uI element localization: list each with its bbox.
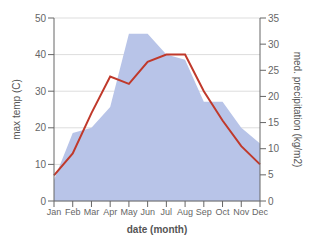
svg-text:0: 0 — [40, 196, 46, 207]
svg-text:Apr: Apr — [103, 207, 117, 217]
svg-text:med. precipitation (kg/m2): med. precipitation (kg/m2) — [292, 52, 303, 168]
svg-text:date (month): date (month) — [127, 224, 188, 235]
svg-text:Sep: Sep — [196, 207, 212, 217]
svg-text:30: 30 — [35, 86, 47, 97]
svg-text:Dec: Dec — [252, 207, 269, 217]
svg-text:Nov: Nov — [233, 207, 250, 217]
svg-text:10: 10 — [35, 159, 47, 170]
svg-text:Jan: Jan — [47, 207, 62, 217]
svg-text:max temp (C): max temp (C) — [11, 79, 22, 140]
svg-text:0: 0 — [268, 196, 274, 207]
svg-text:20: 20 — [35, 122, 47, 133]
svg-text:5: 5 — [268, 169, 274, 180]
svg-text:May: May — [120, 207, 138, 217]
svg-text:50: 50 — [35, 13, 47, 24]
svg-text:Mar: Mar — [84, 207, 100, 217]
svg-text:Oct: Oct — [216, 207, 231, 217]
svg-text:Jun: Jun — [140, 207, 155, 217]
svg-text:40: 40 — [35, 49, 47, 60]
svg-text:10: 10 — [268, 143, 280, 154]
svg-text:Aug: Aug — [177, 207, 193, 217]
svg-text:30: 30 — [268, 39, 280, 50]
svg-text:35: 35 — [268, 13, 280, 24]
svg-text:Jul: Jul — [161, 207, 173, 217]
svg-text:25: 25 — [268, 65, 280, 76]
svg-text:15: 15 — [268, 117, 280, 128]
svg-text:Feb: Feb — [65, 207, 81, 217]
svg-text:20: 20 — [268, 91, 280, 102]
